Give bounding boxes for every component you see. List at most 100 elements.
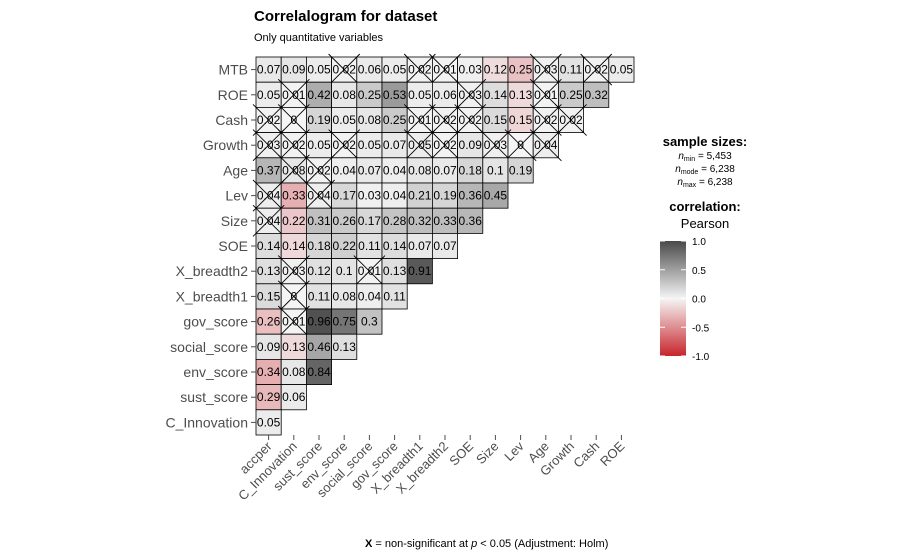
heatmap-cell: 0.02 [429,129,461,162]
cell-value: 0.33 [433,214,457,228]
heatmap-cell: 0.09 [255,333,282,360]
heatmap-cell: 0.13 [255,258,282,285]
cell-tile [331,157,358,184]
cell-value: 0.15 [257,289,281,303]
cell-tile [280,358,307,385]
cell-tile [305,333,332,360]
heatmap-cell: 0.04 [303,179,335,212]
heatmap-cell: 0.05 [608,56,635,83]
n-symbol: n [678,151,684,162]
cell-value: 0.08 [333,88,357,102]
cell-tile [381,157,408,184]
heatmap-cell: 0.08 [406,157,433,184]
heatmap-cell: 0.01 [403,104,436,136]
heatmap-cell: 0.03 [252,129,285,162]
nonsig-cross-b [529,129,562,162]
cell-value: 0.17 [358,214,382,228]
cell-value: 0.08 [282,365,306,379]
row-label: C_Innovation [165,414,248,430]
cell-value: 0.13 [509,88,533,102]
cell-tile [507,157,534,184]
heatmap-cell: 0.08 [356,107,383,134]
heatmap-cell: 0.19 [431,182,458,209]
heatmap-cell: 0.08 [331,81,358,108]
row-label: X_breadth2 [176,263,249,279]
cell-value: 0.09 [459,138,483,152]
heatmap-cell: 0.36 [457,182,484,209]
cell-tile [305,207,332,234]
cell-value: 0.37 [257,163,281,177]
heatmap-cell: 0.01 [277,305,310,338]
heatmap-cell: 0.12 [482,56,509,83]
colorbar-tick-label: 0.0 [692,295,706,306]
cell-tile [356,107,383,134]
cell-value: 0.19 [509,163,533,177]
nonsig-cross-b [277,255,310,288]
cell-value: 0.05 [358,138,382,152]
cell-value: 0.13 [257,264,281,278]
cell-tile [255,232,282,259]
cell-tile [356,157,383,184]
cell-value: 0.29 [257,390,281,404]
heatmap-cell: 0.31 [305,207,332,234]
row-label: Size [221,213,248,229]
cell-value: 0.22 [282,214,306,228]
cell-value: 0.04 [383,189,407,203]
cell-value: 0.05 [408,88,432,102]
heatmap-cell: 0.34 [255,358,282,385]
cell-tile [331,232,358,259]
heatmap-cell: 0.01 [529,78,562,111]
cell-value: 0.07 [358,163,382,177]
cell-tile [558,81,585,108]
heatmap-cell: 0.07 [356,157,383,184]
cell-tile [457,132,484,159]
cell-value: 0.34 [257,365,281,379]
heatmap-cell: 0.06 [431,81,458,108]
cell-value: 0.05 [610,63,634,77]
row-label: X_breadth1 [176,288,249,304]
cell-value: 0.13 [282,340,306,354]
cell-tile [457,56,484,83]
caption-p: p [470,538,477,550]
sample-size-line: nmode = 6,238 [675,164,735,176]
nonsig-cross-b [252,129,285,162]
cell-value: 0.05 [333,113,357,127]
cell-value: 0.12 [484,63,508,77]
heatmap-cell: 0.18 [457,157,484,184]
cell-value: 0.11 [560,63,583,77]
heatmap-cell: 0.15 [255,283,282,310]
heatmap-cell: 0.05 [403,129,436,162]
heatmap-cell: 0.02 [529,104,562,136]
cell-value: 0.13 [383,264,407,278]
heatmap-cell: 0.04 [381,182,408,209]
n-value: = 6,238 [698,164,735,175]
heatmap-cell: 0.01 [429,53,461,86]
heatmap-cell: 0.05 [381,56,408,83]
heatmap-cell: 0.05 [255,81,282,108]
cell-tile [356,207,383,234]
cell-value: 0.18 [307,239,331,253]
colorbar-tick-label: -1.0 [692,352,710,363]
nonsig-cross-b [403,104,436,136]
heatmap-cell: 0.14 [381,232,408,259]
heatmap-cell: 0.42 [305,81,332,108]
colorbar-tick-label: 0.5 [692,266,706,277]
heatmap-cell: 0.08 [277,154,310,187]
nonsig-cross-b [277,129,310,162]
nonsig-cross-b [403,129,436,162]
cell-value: 0.07 [433,163,457,177]
column-labels: accperC_Innovationsust_scoreenv_scoresoc… [235,435,628,503]
row-label: sust_score [180,389,248,405]
cell-value: 0.11 [358,239,381,253]
heatmap-cell: 0.02 [328,53,361,86]
cell-value: 0.36 [459,214,483,228]
heatmap-cell: 0.33 [431,207,458,234]
cell-value: 0.26 [257,315,281,329]
cell-value: 0.33 [282,189,306,203]
column-label: Lev [501,438,527,464]
heatmap-cell: 0.11 [381,283,408,310]
heatmap-cell: 0.13 [280,333,307,360]
cell-value: 0.91 [408,264,432,278]
cell-tile [507,107,534,134]
